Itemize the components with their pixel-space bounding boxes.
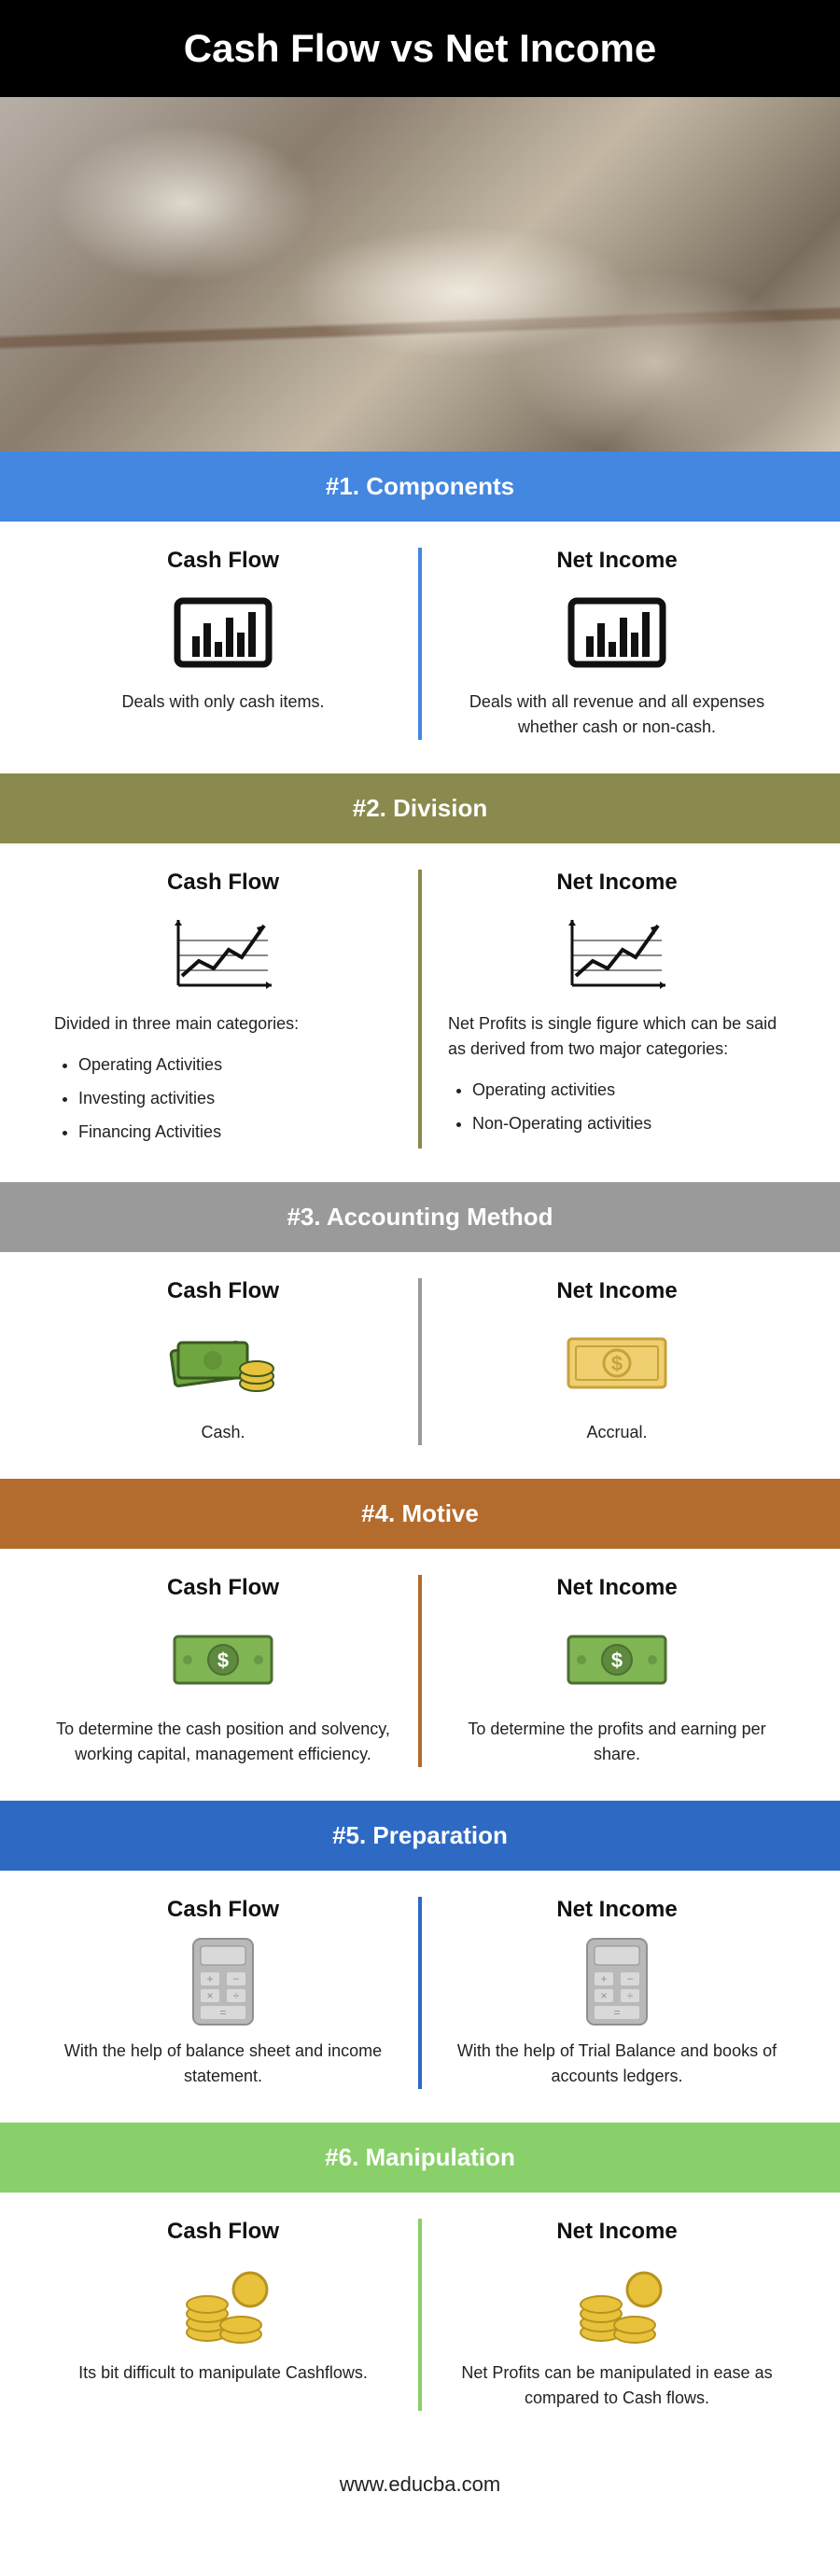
netincome-icon-wrap [448,912,786,996]
netincome-col: Net Income $ Accrual. [422,1278,812,1445]
dollar-bill-icon: $ [167,1627,279,1692]
section-body-3: Cash Flow Cash.Net Income $ Accrual. [0,1252,840,1479]
list-item: Operating Activities [78,1048,392,1081]
calculator-icon: + − × ÷ = [186,1935,260,2028]
coin-stack-icon [172,2262,274,2346]
cashflow-icon-wrap: + − × ÷ = [54,1940,392,2024]
line-chart-icon [167,912,279,996]
cash-coins-icon [167,1326,279,1400]
cashflow-icon-wrap [54,591,392,675]
svg-text:=: = [613,2006,620,2019]
svg-text:÷: ÷ [627,1989,634,2002]
netincome-bullets: Operating activitiesNon-Operating activi… [448,1073,786,1140]
netincome-desc: Accrual. [448,1420,786,1445]
section-body-5: Cash Flow + − × ÷ = With the help of bal… [0,1871,840,2123]
cashflow-col: Cash Flow Deals with only cash items. [28,548,418,740]
netincome-intro: Net Profits is single figure which can b… [448,1011,786,1062]
netincome-icon-wrap: $ [448,1321,786,1405]
cashflow-desc: Its bit difficult to manipulate Cashflow… [54,2360,392,2386]
list-item: Operating activities [472,1073,786,1107]
bar-chart-icon [172,595,274,670]
list-item: Investing activities [78,1081,392,1115]
netincome-col: Net Income $ To determine the profits an… [422,1575,812,1767]
cashflow-col: Cash Flow Cash. [28,1278,418,1445]
netincome-desc: To determine the profits and earning per… [448,1717,786,1767]
svg-text:×: × [206,1989,213,2002]
svg-text:$: $ [611,1649,623,1672]
cashflow-heading: Cash Flow [54,870,392,896]
hero-image [0,97,840,452]
banknote-icon: $ [561,1330,673,1397]
netincome-heading: Net Income [448,1278,786,1304]
netincome-col: Net Income Net Profits can be manipulate… [422,2219,812,2411]
netincome-heading: Net Income [448,1575,786,1601]
netincome-col: Net Income Net Profits is single figure … [422,870,812,1149]
section-body-1: Cash Flow Deals with only cash items.Net… [0,522,840,773]
cashflow-col: Cash Flow Its bit difficult to manipulat… [28,2219,418,2411]
footer-url: www.educba.com [0,2444,840,2534]
svg-text:÷: ÷ [233,1989,240,2002]
svg-text:−: − [626,1972,633,1985]
cashflow-col: Cash Flow + − × ÷ = With the help of bal… [28,1897,418,2089]
netincome-desc: With the help of Trial Balance and books… [448,2039,786,2089]
netincome-desc: Net Profits can be manipulated in ease a… [448,2360,786,2411]
cashflow-heading: Cash Flow [54,1897,392,1923]
netincome-heading: Net Income [448,2219,786,2245]
cashflow-icon-wrap [54,1321,392,1405]
section-header-6: #6. Manipulation [0,2123,840,2193]
cashflow-col: Cash Flow Divided in three main categori… [28,870,418,1149]
cashflow-heading: Cash Flow [54,548,392,574]
cashflow-icon-wrap [54,912,392,996]
cashflow-desc: Cash. [54,1420,392,1445]
svg-text:$: $ [217,1649,229,1672]
netincome-heading: Net Income [448,870,786,896]
section-header-3: #3. Accounting Method [0,1182,840,1252]
cashflow-heading: Cash Flow [54,1278,392,1304]
section-header-2: #2. Division [0,773,840,843]
netincome-heading: Net Income [448,548,786,574]
section-header-5: #5. Preparation [0,1801,840,1871]
cashflow-bullets: Operating ActivitiesInvesting activities… [54,1048,392,1149]
list-item: Financing Activities [78,1115,392,1149]
svg-text:+: + [600,1972,607,1985]
bar-chart-icon [566,595,668,670]
netincome-col: Net Income Deals with all revenue and al… [422,548,812,740]
cashflow-icon-wrap [54,2262,392,2346]
netincome-heading: Net Income [448,1897,786,1923]
netincome-desc: Deals with all revenue and all expenses … [448,689,786,740]
netincome-icon-wrap: + − × ÷ = [448,1940,786,2024]
calculator-icon: + − × ÷ = [580,1935,654,2028]
coin-stack-icon [566,2262,668,2346]
cashflow-desc: Deals with only cash items. [54,689,392,715]
section-body-4: Cash Flow $ To determine the cash positi… [0,1549,840,1801]
svg-text:$: $ [611,1352,623,1375]
cashflow-desc: With the help of balance sheet and incom… [54,2039,392,2089]
svg-text:+: + [206,1972,213,1985]
section-header-4: #4. Motive [0,1479,840,1549]
section-header-1: #1. Components [0,452,840,522]
netincome-icon-wrap: $ [448,1618,786,1702]
section-body-2: Cash Flow Divided in three main categori… [0,843,840,1182]
netincome-col: Net Income + − × ÷ = With the help of Tr… [422,1897,812,2089]
cashflow-heading: Cash Flow [54,1575,392,1601]
svg-text:×: × [600,1989,607,2002]
svg-text:=: = [219,2006,226,2019]
svg-text:−: − [232,1972,239,1985]
line-chart-icon [561,912,673,996]
cashflow-intro: Divided in three main categories: [54,1011,392,1037]
section-body-6: Cash Flow Its bit difficult to manipulat… [0,2193,840,2444]
page-title: Cash Flow vs Net Income [0,0,840,97]
cashflow-desc: To determine the cash position and solve… [54,1717,392,1767]
cashflow-col: Cash Flow $ To determine the cash positi… [28,1575,418,1767]
dollar-bill-icon: $ [561,1627,673,1692]
cashflow-heading: Cash Flow [54,2219,392,2245]
list-item: Non-Operating activities [472,1107,786,1140]
netincome-icon-wrap [448,591,786,675]
netincome-icon-wrap [448,2262,786,2346]
cashflow-icon-wrap: $ [54,1618,392,1702]
